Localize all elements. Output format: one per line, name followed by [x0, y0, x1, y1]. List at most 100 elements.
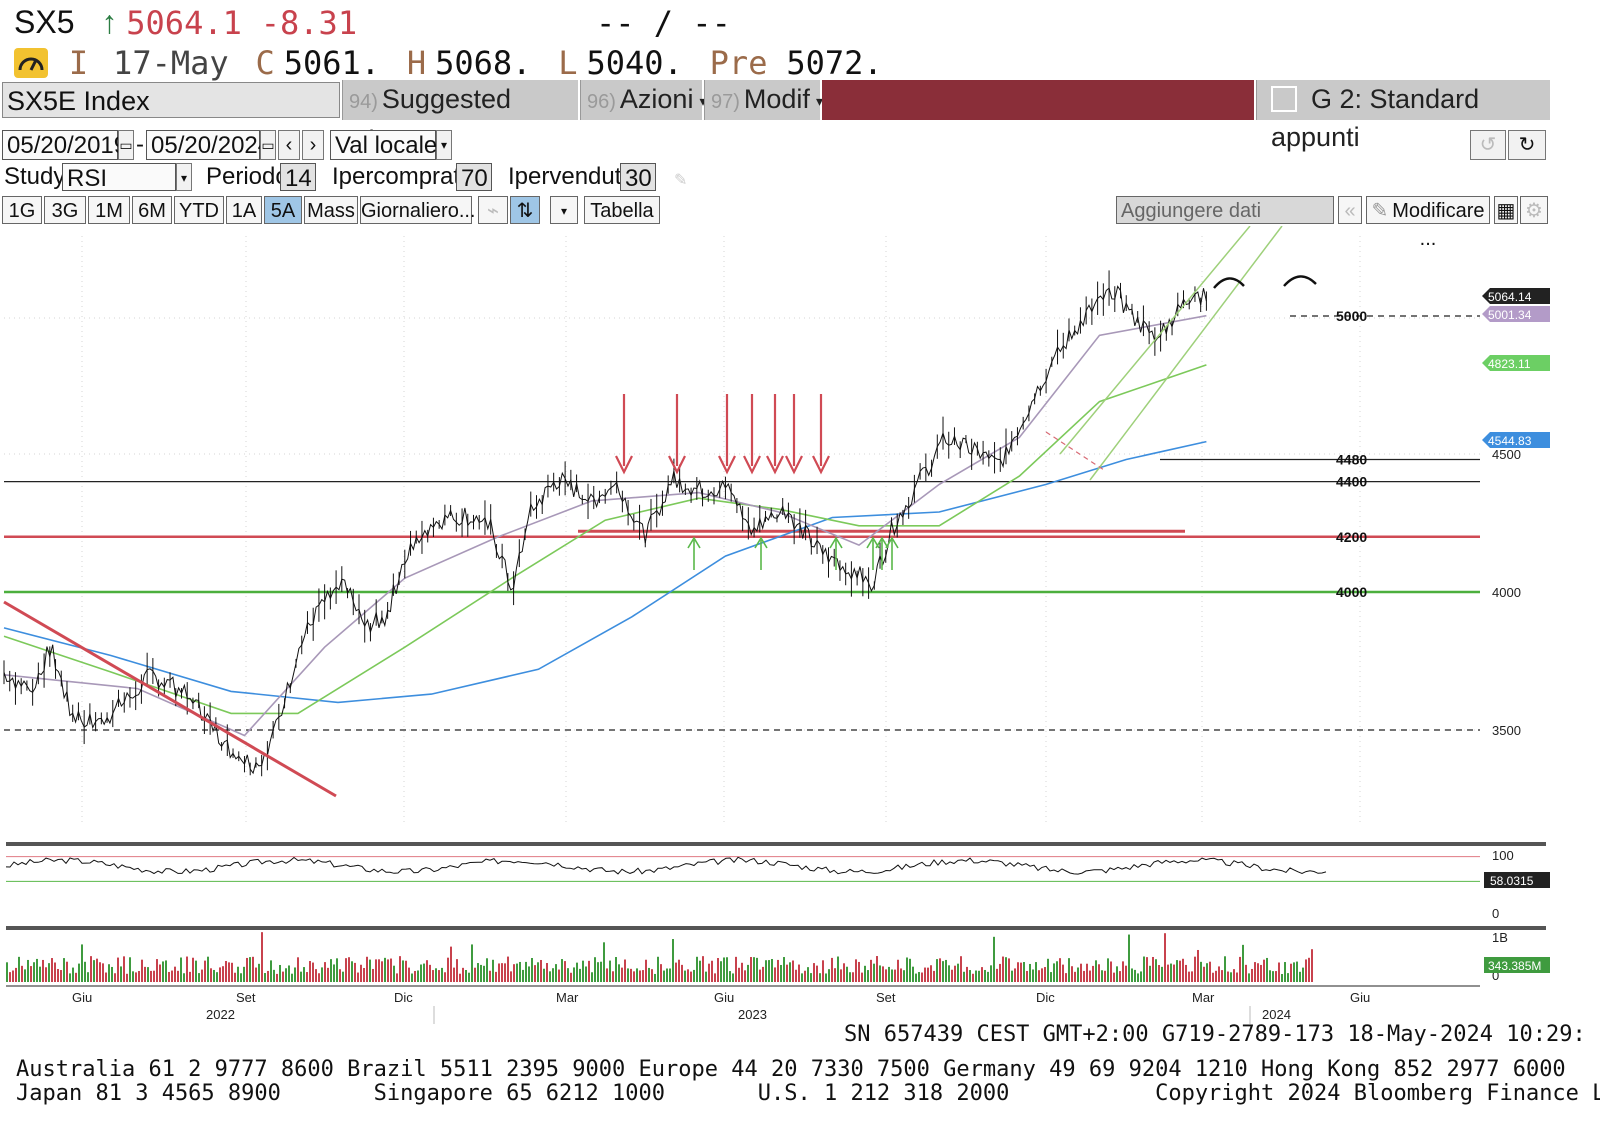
y-tick-label: 3500	[1492, 723, 1521, 738]
volume-bar	[312, 962, 314, 982]
volume-bar	[234, 972, 236, 982]
volume-bar	[96, 958, 98, 982]
volume-bar	[135, 972, 137, 982]
line-type-icon[interactable]: ⌁	[478, 196, 508, 224]
volume-bar	[1113, 972, 1115, 982]
volume-bar	[291, 973, 293, 982]
overbought-label: Ipercomprato	[332, 163, 474, 190]
price-tag-label: 5001.34	[1488, 308, 1532, 322]
gauge-icon[interactable]	[14, 47, 48, 78]
volume-bar	[459, 973, 461, 982]
modify-button[interactable]: ✎ Modificare ...	[1366, 196, 1490, 250]
volume-bar	[468, 972, 470, 982]
volume-bar	[852, 972, 854, 982]
level-label: 4480	[1336, 452, 1367, 468]
pencil-icon[interactable]: ✎	[674, 172, 688, 189]
add-data-input[interactable]: Aggiungere dati	[1116, 196, 1334, 224]
volume-bar	[1242, 944, 1244, 982]
volume-bar	[795, 969, 797, 982]
redo-icon[interactable]: ↻	[1508, 130, 1546, 160]
modif-menu[interactable]: 97) Modif ▾	[704, 80, 823, 120]
volume-bar	[1263, 959, 1265, 982]
volume-bar	[1266, 957, 1268, 982]
table-button[interactable]: Tabella	[584, 196, 660, 224]
edit-chart-icon[interactable]: ▦	[1494, 196, 1518, 224]
volume-bar	[1050, 972, 1052, 982]
tab-ytd[interactable]: YTD	[174, 196, 224, 224]
volume-bar	[30, 966, 32, 982]
frequency-select[interactable]: Giornaliero...	[360, 196, 476, 224]
caret-down-icon[interactable]: ▾	[550, 196, 578, 224]
volume-bar	[402, 960, 404, 982]
caret-down-icon[interactable]: ▾	[176, 163, 192, 191]
currency-select[interactable]: Val locale	[330, 130, 437, 160]
volume-bar	[837, 956, 839, 982]
volume-bar	[363, 967, 365, 982]
tab-1a[interactable]: 1A	[226, 196, 262, 224]
volume-bar	[1131, 968, 1133, 982]
tab-6m[interactable]: 6M	[132, 196, 172, 224]
azioni-menu[interactable]: 96) Azioni ▾	[580, 80, 706, 120]
last-price: 5064.1	[126, 3, 242, 42]
calendar-icon[interactable]: ▭	[260, 130, 276, 160]
volume-bar	[825, 973, 827, 982]
volume-bar	[1104, 970, 1106, 982]
volume-bar	[330, 959, 332, 982]
volume-bar	[801, 973, 803, 982]
volume-bar	[333, 964, 335, 982]
volume-bar	[642, 970, 644, 982]
volume-bar	[711, 960, 713, 982]
template-selector[interactable]: G 2: Standard appunti	[1256, 80, 1550, 152]
tab-1m[interactable]: 1M	[88, 196, 130, 224]
volume-bar	[663, 970, 665, 982]
undo-icon[interactable]: ↺	[1470, 130, 1506, 160]
gear-icon[interactable]: ⚙	[1520, 196, 1548, 224]
volume-bar	[1209, 961, 1211, 982]
volume-bar	[492, 959, 494, 982]
volume-bar	[150, 970, 152, 982]
prev-range-icon[interactable]: ‹	[278, 130, 300, 160]
start-date-input[interactable]: 05/20/2019	[2, 130, 127, 160]
caret-down-icon: ▾	[699, 92, 707, 109]
tab-3g[interactable]: 3G	[44, 196, 86, 224]
volume-bar	[309, 961, 311, 982]
volume-bar	[894, 969, 896, 982]
end-date-input[interactable]: 05/20/2024	[146, 130, 271, 160]
caret-down-icon[interactable]: ▾	[436, 130, 452, 160]
volume-bar	[990, 965, 992, 982]
volume-bar	[1149, 965, 1151, 982]
next-range-icon[interactable]: ›	[302, 130, 324, 160]
volume-bar	[519, 961, 521, 982]
oversold-input[interactable]: 30	[620, 163, 656, 192]
volume-bar	[600, 961, 602, 982]
price-chart[interactable]: 5000 4480 4400 4200 4000 5064.14 5001.34 4823.…	[0, 226, 1600, 1026]
chart-type-icon[interactable]: ⇅	[510, 196, 540, 224]
volume-bar	[1308, 957, 1310, 982]
volume-bar	[1083, 970, 1085, 982]
pencil-icon: ✎	[1371, 200, 1389, 222]
rsi-tick-label: 0	[1492, 906, 1499, 921]
security-field[interactable]: SX5E Index	[2, 82, 340, 118]
calendar-icon[interactable]: ▭	[118, 130, 134, 160]
volume-bar	[1173, 964, 1175, 982]
overbought-input[interactable]: 70	[456, 163, 492, 192]
volume-bar	[1053, 963, 1055, 982]
volume-bar	[345, 958, 347, 982]
volume-bar	[1137, 973, 1139, 982]
volume-bar	[105, 972, 107, 982]
tab-5a[interactable]: 5A	[264, 196, 302, 224]
volume-bar	[198, 973, 200, 982]
period-input[interactable]: 14	[280, 163, 316, 192]
study-select[interactable]: RSI	[62, 163, 176, 192]
volume-bar	[1182, 958, 1184, 982]
close-label: C	[255, 43, 275, 82]
volume-bar	[75, 972, 77, 982]
volume-bar	[129, 957, 131, 982]
tab-1g[interactable]: 1G	[2, 196, 42, 224]
suggested-charts-menu[interactable]: 94)Suggested Charts▾	[342, 80, 578, 155]
chevron-left-icon[interactable]: «	[1338, 196, 1362, 224]
tab-max[interactable]: Mass	[304, 196, 358, 224]
indicator-flag: I	[68, 43, 89, 82]
volume-bar	[1074, 971, 1076, 982]
channel-lower-line	[1059, 226, 1251, 455]
